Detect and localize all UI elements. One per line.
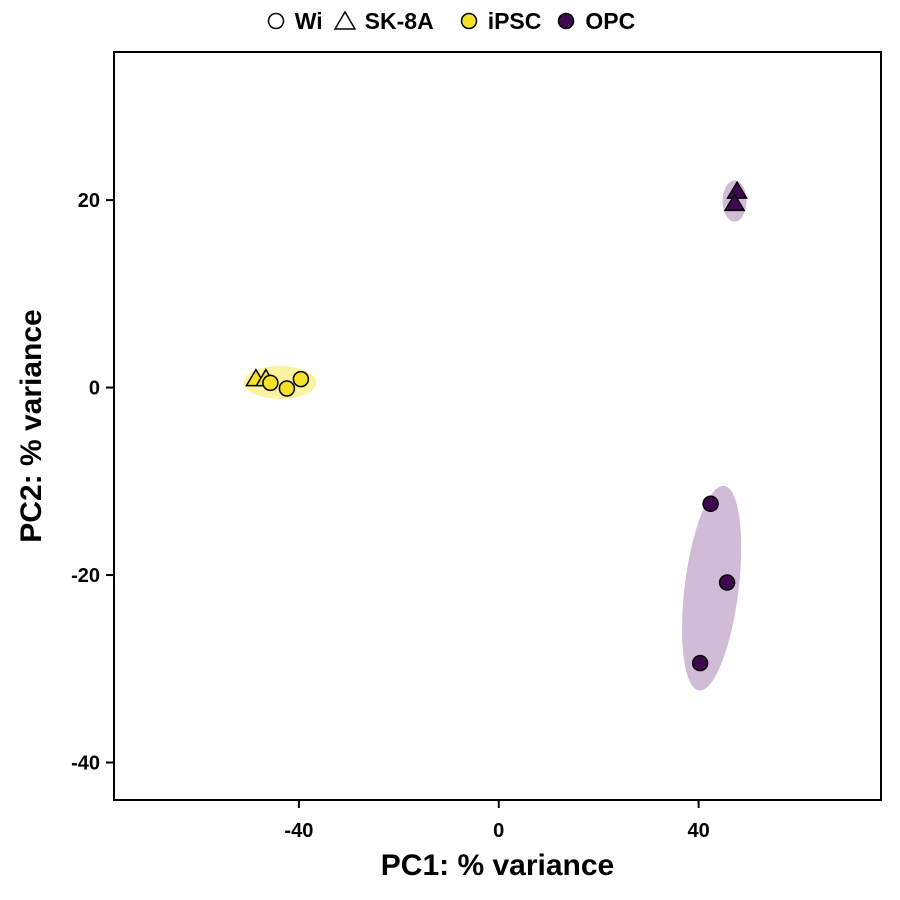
x-tick-label: 0 (493, 820, 504, 842)
plot-frame (113, 51, 882, 801)
x-tick-label: 40 (687, 820, 709, 842)
y-tick-label: -20 (71, 565, 100, 587)
opc-point-circle-4 (691, 654, 709, 672)
legend-item-wi: Wi (265, 8, 323, 35)
y-tick-label: -40 (71, 753, 100, 775)
axes-layer: -40 0 40 -40 -20 0 20 (71, 190, 710, 842)
ipsc-point-circle-3 (278, 380, 296, 397)
legend-item-ipsc: iPSC (458, 7, 542, 35)
legend-label-sk-8a: SK-8A (364, 7, 434, 34)
ellipse-layer (243, 180, 747, 691)
circle-icon (267, 12, 285, 30)
x-axis-title: PC1: % variance (381, 849, 614, 882)
y-tick-label: 20 (78, 190, 100, 212)
opc-swatch-icon (558, 12, 575, 30)
triangle-icon (333, 10, 356, 30)
point-layer (245, 180, 748, 672)
opc-ellipse-1 (682, 485, 742, 691)
ipsc-point-circle-4 (292, 370, 310, 388)
legend-label-ipsc: iPSC (487, 7, 542, 34)
opc-point-triangle-1 (723, 192, 746, 212)
opc-point-circle-3 (718, 574, 736, 591)
y-tick-label: 0 (89, 378, 100, 400)
legend-item-sk-8a: SK-8A (333, 8, 434, 35)
legend-label-opc: OPC (585, 7, 636, 34)
opc-point-circle-2 (702, 495, 719, 513)
legend-item-opc: OPC (555, 8, 635, 35)
y-axis-title: PC2: % variance (15, 309, 48, 542)
ipsc-point-circle-2 (262, 374, 279, 392)
legend: Wi SK-8A iPSC OPC (0, 6, 900, 36)
ipsc-swatch-icon (460, 12, 477, 30)
x-tick-label: -40 (284, 820, 313, 842)
legend-label-wi: Wi (294, 7, 323, 34)
